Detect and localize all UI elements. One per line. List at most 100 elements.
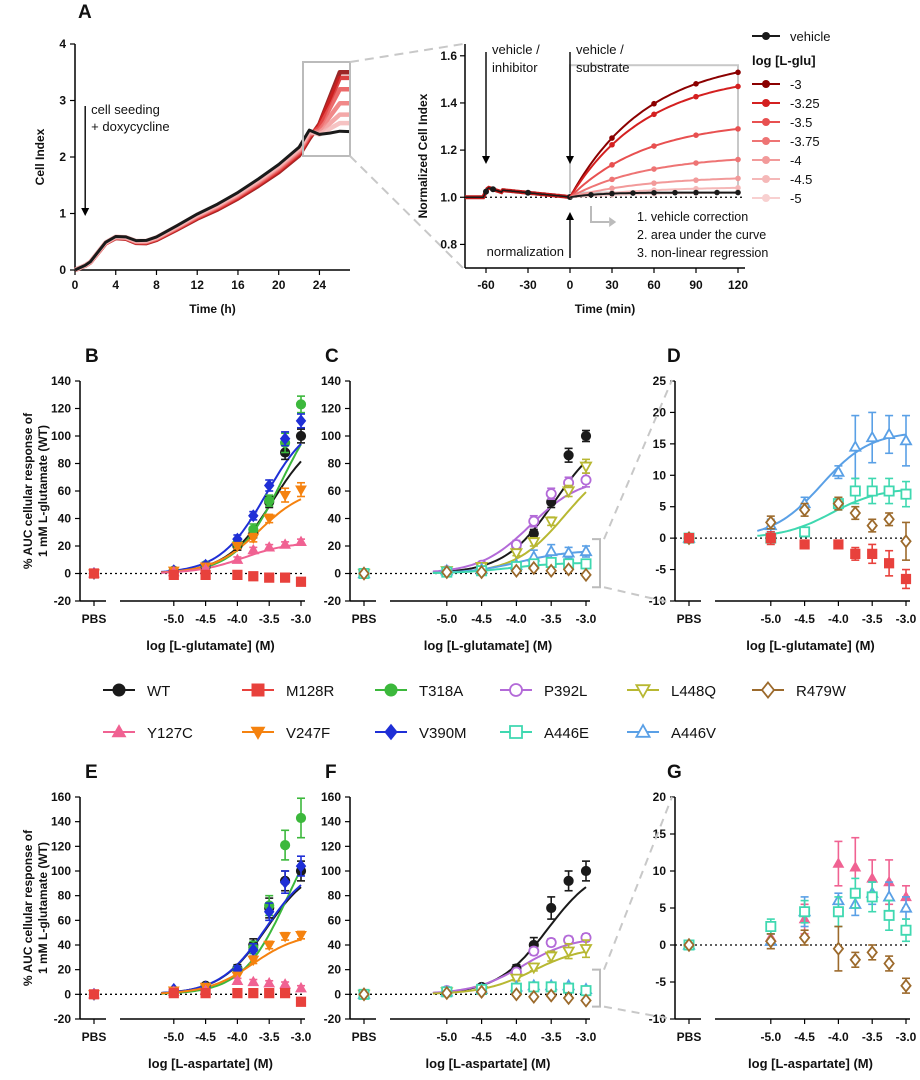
dose-series-point: [651, 111, 657, 118]
steps-arrow-head: [609, 217, 617, 227]
data-point-A446E: [580, 985, 592, 997]
data-point-M128R: [280, 572, 291, 583]
data-point-R479W: [441, 564, 453, 580]
panel-label-A: A: [78, 2, 92, 23]
y-tick-label: 140: [51, 815, 71, 829]
substrate-annotation: substrate: [576, 60, 629, 75]
x-axis-label: log [L-glutamate] (M): [746, 638, 875, 653]
data-point-L448Q: [561, 486, 576, 499]
y-tick-label: 25: [653, 374, 667, 388]
data-point-A446V: [561, 545, 576, 558]
legend-marker-R479W: [760, 681, 776, 699]
data-point-WT: [563, 875, 574, 886]
y-tick-label: 1.2: [440, 143, 457, 157]
y-tick-label: 2: [59, 150, 66, 164]
y-tick-label: 140: [321, 815, 341, 829]
y-tick-label: 140: [321, 374, 341, 388]
legend-label-L448Q: L448Q: [671, 683, 716, 700]
y-tick-label: 120: [51, 402, 71, 416]
x-tick-label: -4.5: [471, 612, 492, 626]
y-axis-label: Cell Index: [33, 128, 47, 185]
pbs-tick-label: PBS: [352, 612, 377, 626]
data-point-A446E: [900, 924, 912, 936]
data-point-R479W: [798, 502, 811, 518]
data-point-V247F: [263, 940, 276, 952]
data-point-Y127C: [263, 541, 276, 552]
data-point-A446E: [528, 981, 540, 993]
cell-index-series-line: [74, 112, 350, 273]
dose-series-point: [693, 81, 699, 87]
legend-label-A446E: A446E: [544, 725, 589, 742]
data-point-T318A: [248, 524, 259, 535]
legend-dose-marker: [762, 156, 770, 164]
fit-curve-Y127C: [161, 543, 302, 574]
legend-label-R479W: R479W: [796, 683, 847, 700]
x-tick-label: -3.0: [291, 612, 312, 626]
y-tick-label: 40: [58, 512, 72, 526]
data-point-R479W: [900, 978, 912, 993]
y-tick-label: 100: [321, 864, 341, 878]
data-point-V390M: [263, 905, 275, 919]
dose-series-point: [735, 156, 741, 163]
data-point-M128R: [88, 989, 100, 1000]
y-tick-label: 120: [321, 402, 341, 416]
legend-marker-Y127C: [111, 724, 127, 738]
y-tick-label: 0: [64, 987, 71, 1001]
zoom-connector: [603, 586, 673, 604]
y-tick-label: 20: [328, 963, 342, 977]
data-point-R479W: [765, 934, 777, 949]
data-point-A446V: [848, 439, 862, 452]
data-point-V247F: [263, 514, 276, 525]
y-axis-label-line1: % AUC cellular response of: [21, 412, 35, 569]
y-tick-label: 1.0: [440, 190, 457, 204]
legend-dose-marker: [762, 194, 770, 202]
x-tick-label: -3.5: [541, 612, 562, 626]
legend-dose-marker: [762, 137, 770, 145]
dose-series-point: [693, 132, 699, 138]
legend-dose-marker: [762, 175, 770, 183]
legend-dose-label: -3.25: [790, 96, 820, 111]
dose-series-point: [609, 141, 615, 148]
data-point-R479W: [545, 563, 557, 578]
y-tick-label: 40: [328, 512, 342, 526]
x-axis-label: log [L-aspartate] (M): [748, 1056, 873, 1071]
data-point-R479W: [358, 987, 370, 1002]
data-point-R479W: [562, 990, 575, 1006]
data-point-A446E: [799, 906, 811, 918]
normalization-annotation: normalization: [487, 244, 564, 259]
data-point-M128R: [264, 988, 275, 999]
x-tick-label: 90: [689, 278, 703, 292]
panel-label-D: D: [667, 346, 681, 367]
data-point-M128R: [683, 533, 695, 544]
y-tick-label: 160: [321, 790, 341, 804]
data-point-Y127C: [231, 553, 244, 564]
y-tick-label: 100: [51, 429, 71, 443]
pre-treatment-vehicle: [465, 186, 571, 199]
data-point-V247F: [279, 932, 292, 943]
data-point-R479W: [562, 562, 575, 577]
vehicle-series-point: [609, 190, 615, 197]
zoom-connector: [349, 43, 464, 63]
x-tick-label: 20: [272, 278, 286, 292]
data-point-A446E: [866, 891, 878, 903]
x-tick-label: -3.5: [862, 1030, 883, 1044]
y-tick-label: 1.6: [440, 49, 457, 63]
vehicle-series-point: [693, 189, 699, 196]
legend-label-T318A: T318A: [419, 683, 463, 700]
seeding-arrow-head: [81, 208, 90, 216]
y-axis-label-line2: 1 mM L-glutamate (WT): [36, 842, 50, 974]
substrate-annotation: vehicle /: [576, 42, 624, 57]
zoom-connector: [603, 379, 673, 540]
y-tick-label: 80: [58, 457, 72, 471]
x-tick-label: -5.0: [163, 612, 184, 626]
x-tick-label: -3.0: [896, 1030, 917, 1044]
y-tick-label: -5: [655, 975, 666, 989]
legend-dose-label: -3.75: [790, 134, 820, 149]
data-point-A446E: [799, 526, 811, 538]
data-point-M128R: [168, 569, 179, 580]
y-tick-label: 160: [51, 790, 71, 804]
data-point-M128R: [232, 988, 243, 999]
data-point-WT: [580, 430, 592, 442]
